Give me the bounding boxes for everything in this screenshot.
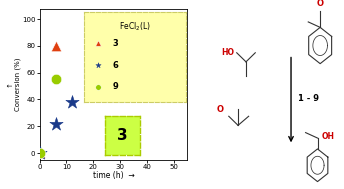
Point	[90, 24, 96, 27]
Point	[128, 22, 134, 25]
Point	[166, 22, 171, 25]
Point	[53, 122, 58, 125]
Point	[166, 22, 171, 25]
Point	[166, 24, 171, 27]
Text: O: O	[317, 0, 324, 8]
Point	[128, 34, 134, 37]
Y-axis label: ↑
Conversion (%): ↑ Conversion (%)	[7, 57, 21, 111]
Text: HO: HO	[221, 48, 234, 57]
Point	[53, 44, 58, 47]
Point	[37, 152, 42, 155]
Point	[37, 152, 42, 155]
Point	[128, 27, 134, 30]
Point	[90, 60, 96, 64]
Text: O: O	[217, 105, 224, 114]
X-axis label: time (h)  →: time (h) →	[93, 171, 135, 180]
Text: 1 - 9: 1 - 9	[298, 94, 319, 103]
Point	[37, 152, 42, 155]
Point	[53, 78, 58, 81]
Point	[69, 101, 75, 104]
Text: OH: OH	[322, 132, 334, 141]
Point	[90, 55, 96, 58]
